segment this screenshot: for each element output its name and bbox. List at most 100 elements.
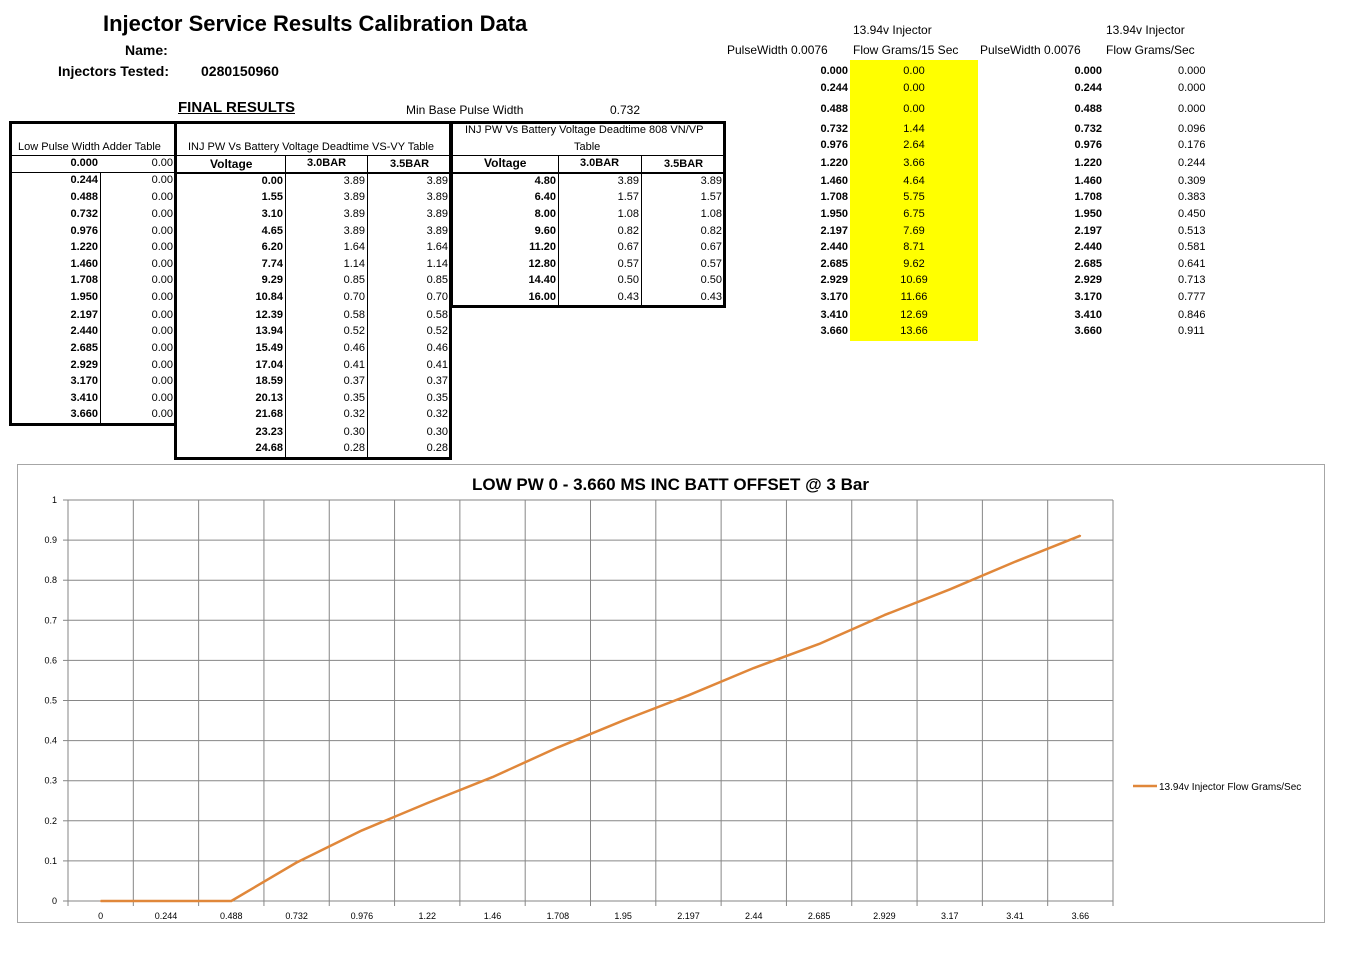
flow15-flow-cell: 9.62 bbox=[903, 258, 925, 270]
lowpw-adder-cell: 0.00 bbox=[151, 241, 173, 253]
vsvy-35bar-cell: 0.30 bbox=[426, 426, 448, 438]
flowsec-pw-header: PulseWidth 0.0076 bbox=[980, 43, 1081, 57]
flow15-pw-cell: 3.170 bbox=[820, 291, 848, 303]
vsvy-3bar-cell: 0.58 bbox=[343, 309, 365, 321]
lowpw-adder-cell: 0.00 bbox=[151, 174, 173, 186]
flowsec-pw-cell: 2.929 bbox=[1074, 274, 1102, 286]
vsvy-3bar-cell: 1.64 bbox=[343, 241, 365, 253]
vsvy-header-3bar: 3.0BAR bbox=[307, 157, 347, 169]
lowpw-pw-cell: 2.685 bbox=[70, 342, 98, 354]
vsvy-voltage-cell: 20.13 bbox=[255, 392, 283, 404]
flowsec-flow-cell: 0.911 bbox=[1178, 325, 1205, 337]
y-tick-label: 0.5 bbox=[44, 696, 57, 706]
data-point bbox=[99, 900, 102, 902]
vsvy-3bar-cell: 3.89 bbox=[343, 208, 365, 220]
flow15-pw-cell: 3.660 bbox=[820, 325, 848, 337]
vsvy-3bar-cell: 0.30 bbox=[343, 426, 365, 438]
flow15-pw-cell: 2.440 bbox=[820, 241, 848, 253]
y-tick-label: 0.7 bbox=[44, 615, 57, 625]
vnvp-voltage-cell: 16.00 bbox=[528, 291, 556, 303]
flowsec-pw-cell: 2.685 bbox=[1074, 258, 1102, 270]
flowsec-pw-cell: 1.220 bbox=[1074, 157, 1102, 169]
x-tick-label: 0.488 bbox=[220, 911, 243, 921]
vsvy-3bar-cell: 0.41 bbox=[343, 359, 365, 371]
vsvy-35bar-cell: 0.52 bbox=[426, 325, 448, 337]
vsvy-35bar-cell: 1.64 bbox=[426, 241, 448, 253]
vsvy-3bar-cell: 3.89 bbox=[343, 175, 365, 187]
vsvy-35bar-cell: 0.85 bbox=[426, 274, 448, 286]
vnvp-3bar-cell: 0.57 bbox=[617, 258, 639, 270]
lowpw-pw-cell: 0.000 bbox=[70, 157, 98, 169]
vsvy-35bar-cell: 0.37 bbox=[426, 375, 448, 387]
flow15-highlight bbox=[850, 60, 978, 341]
lowpw-adder-cell: 0.00 bbox=[151, 274, 173, 286]
flow15-flow-cell: 5.75 bbox=[903, 191, 925, 203]
lowpw-adder-cell: 0.00 bbox=[151, 408, 173, 420]
x-tick-label: 0 bbox=[98, 911, 103, 921]
flowsec-pw-cell: 0.732 bbox=[1074, 123, 1102, 135]
vnvp-35bar-cell: 0.57 bbox=[700, 258, 722, 270]
data-point bbox=[557, 746, 559, 749]
vsvy-voltage-cell: 4.65 bbox=[261, 225, 283, 237]
y-tick-label: 0.8 bbox=[44, 575, 57, 585]
flowsec-flow-cell: 0.513 bbox=[1178, 225, 1206, 237]
lowpw-adder-cell: 0.00 bbox=[151, 342, 173, 354]
vsvy-voltage-cell: 1.55 bbox=[261, 191, 283, 203]
vnvp-35bar-cell: 0.82 bbox=[700, 225, 722, 237]
flow15-pw-cell: 1.950 bbox=[820, 208, 848, 220]
flow15-pw-cell: 0.244 bbox=[820, 82, 848, 94]
flowsec-flow-cell: 0.000 bbox=[1178, 82, 1206, 94]
x-tick-label: 3.41 bbox=[1006, 911, 1024, 921]
flowsec-header-top: 13.94v Injector bbox=[1106, 23, 1185, 37]
flowsec-pw-cell: 2.197 bbox=[1074, 225, 1102, 237]
flowsec-pw-cell: 2.440 bbox=[1074, 241, 1102, 253]
data-point bbox=[622, 719, 624, 722]
lowpw-adder-cell: 0.00 bbox=[151, 309, 173, 321]
flow15-flow-cell: 2.64 bbox=[903, 139, 925, 151]
flow15-flow-cell: 4.64 bbox=[903, 175, 925, 187]
vsvy-35bar-cell: 3.89 bbox=[426, 225, 448, 237]
final-results-label: FINAL RESULTS bbox=[178, 99, 295, 116]
vnvp-voltage-cell: 4.80 bbox=[534, 175, 556, 187]
flowsec-flow-cell: 0.450 bbox=[1178, 208, 1206, 220]
lowpw-pw-cell: 1.708 bbox=[70, 274, 98, 286]
vsvy-3bar-cell: 0.52 bbox=[343, 325, 365, 337]
flowsec-flow-cell: 0.309 bbox=[1178, 175, 1206, 187]
lowpw-pw-cell: 3.170 bbox=[70, 375, 98, 387]
vsvy-35bar-cell: 3.89 bbox=[426, 208, 448, 220]
flowsec-flow-header: Flow Grams/Sec bbox=[1106, 43, 1195, 57]
vnvp-header-voltage: Voltage bbox=[484, 156, 527, 170]
flow15-flow-cell: 3.66 bbox=[903, 157, 925, 169]
flowsec-flow-cell: 0.777 bbox=[1178, 291, 1206, 303]
x-tick-label: 1.46 bbox=[484, 911, 502, 921]
x-tick-label: 1.708 bbox=[547, 911, 570, 921]
data-point bbox=[361, 829, 363, 832]
vnvp-header-3bar: 3.0BAR bbox=[580, 157, 620, 169]
vsvy-35bar-cell: 1.14 bbox=[426, 258, 448, 270]
flow15-flow-cell: 0.00 bbox=[903, 103, 925, 115]
vsvy-3bar-cell: 0.28 bbox=[343, 442, 365, 454]
vnvp-35bar-cell: 0.43 bbox=[700, 291, 722, 303]
flow15-flow-cell: 8.71 bbox=[903, 241, 925, 253]
flowsec-flow-cell: 0.581 bbox=[1178, 241, 1206, 253]
vsvy-3bar-cell: 0.46 bbox=[343, 342, 365, 354]
flow15-flow-cell: 13.66 bbox=[900, 325, 928, 337]
lowpw-adder-cell: 0.00 bbox=[151, 157, 173, 169]
x-tick-label: 0.732 bbox=[285, 911, 308, 921]
flowsec-pw-cell: 1.950 bbox=[1074, 208, 1102, 220]
vnvp-table bbox=[450, 121, 726, 308]
vsvy-35bar-cell: 0.58 bbox=[426, 309, 448, 321]
y-tick-label: 0.3 bbox=[44, 776, 57, 786]
vsvy-voltage-cell: 17.04 bbox=[255, 359, 283, 371]
flowsec-flow-cell: 0.383 bbox=[1178, 191, 1206, 203]
vsvy-voltage-cell: 7.74 bbox=[261, 258, 283, 270]
flow15-flow-cell: 11.66 bbox=[900, 291, 928, 303]
flow15-flow-cell: 7.69 bbox=[903, 225, 925, 237]
flowsec-pw-cell: 0.976 bbox=[1074, 139, 1102, 151]
vsvy-table-title: INJ PW Vs Battery Voltage Deadtime VS-VY… bbox=[188, 141, 434, 153]
vsvy-voltage-cell: 15.49 bbox=[255, 342, 283, 354]
y-tick-label: 0.1 bbox=[44, 856, 57, 866]
min-base-pw-value: 0.732 bbox=[610, 103, 641, 117]
flowsec-flow-cell: 0.641 bbox=[1178, 258, 1206, 270]
